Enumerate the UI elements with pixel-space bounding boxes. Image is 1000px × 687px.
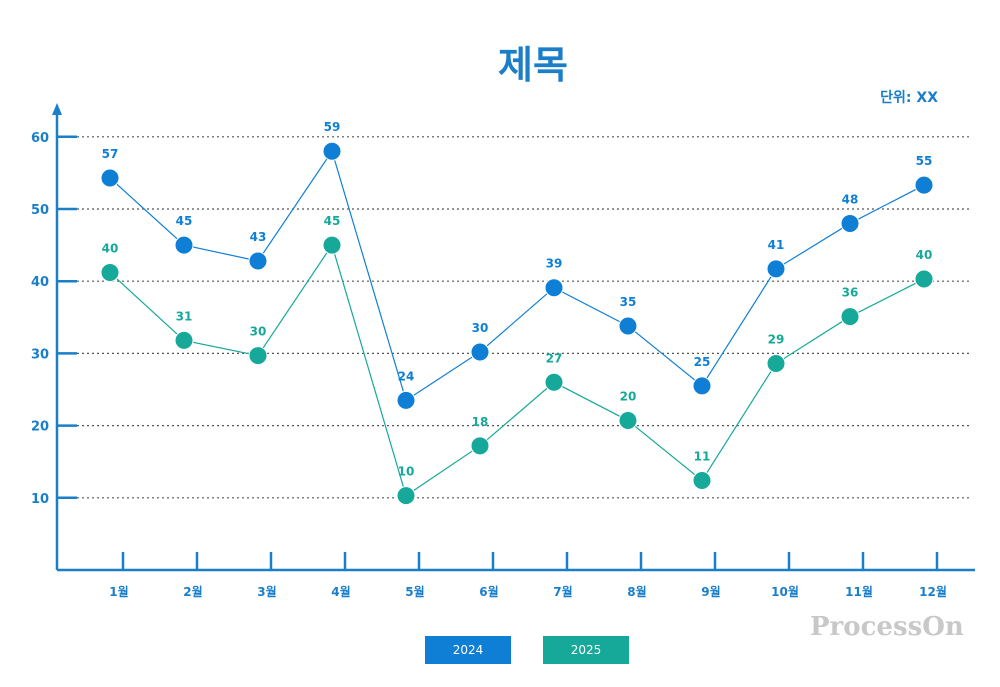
data-point-2024 (100, 168, 120, 188)
x-tick-label: 7월 (553, 584, 572, 599)
y-tick-label: 50 (31, 203, 49, 218)
x-tick-label: 8월 (627, 584, 646, 599)
data-label-2024: 25 (694, 355, 711, 369)
x-tick-label: 4월 (331, 584, 350, 599)
data-label-2024: 55 (916, 154, 933, 168)
watermark: ProcessOn (810, 612, 964, 642)
data-point-2024 (174, 235, 194, 255)
data-point-2025 (840, 307, 860, 327)
data-point-2024 (470, 342, 490, 362)
x-tick-label: 11월 (845, 584, 873, 599)
legend-item-2024: 2024 (425, 636, 511, 664)
data-label-2024: 48 (842, 192, 859, 206)
data-label-2024: 57 (102, 147, 119, 161)
data-point-2025 (692, 470, 712, 490)
data-label-2024: 39 (546, 257, 563, 271)
x-tick-label: 12월 (919, 584, 947, 599)
data-point-2025 (248, 346, 268, 366)
data-point-2025 (914, 269, 934, 289)
data-point-2025 (766, 354, 786, 374)
data-point-2024 (322, 141, 342, 161)
data-label-2024: 43 (250, 230, 267, 244)
data-label-2025: 45 (324, 214, 341, 228)
data-point-2025 (544, 372, 564, 392)
data-label-2025: 10 (398, 465, 415, 479)
y-tick-label: 60 (31, 131, 49, 146)
data-label-2025: 30 (250, 325, 267, 339)
data-label-2025: 18 (472, 415, 489, 429)
data-label-2024: 30 (472, 321, 489, 335)
data-label-2025: 20 (620, 390, 637, 404)
data-label-2024: 41 (768, 238, 785, 252)
data-label-2025: 27 (546, 351, 563, 365)
data-point-2025 (174, 330, 194, 350)
data-point-2025 (322, 235, 342, 255)
x-tick-label: 2월 (183, 584, 202, 599)
data-label-2025: 40 (102, 242, 119, 256)
data-point-2025 (470, 436, 490, 456)
data-label-2024: 24 (398, 369, 415, 383)
data-label-2024: 45 (176, 214, 193, 228)
chart-title: 제목 (498, 43, 568, 87)
y-tick-label: 10 (31, 492, 49, 507)
data-point-2024 (544, 278, 564, 298)
data-label-2025: 29 (768, 333, 785, 347)
x-tick-label: 6월 (479, 584, 498, 599)
unit-label: 단위: XX (880, 90, 938, 106)
data-label-2024: 59 (324, 120, 341, 134)
x-tick-label: 10월 (771, 584, 799, 599)
series-line-2024 (109, 149, 925, 402)
data-point-2024 (692, 376, 712, 396)
x-tick-label: 3월 (257, 584, 276, 599)
data-point-2024 (248, 251, 268, 271)
data-point-2024 (840, 213, 860, 233)
data-point-2024 (914, 175, 934, 195)
data-label-2024: 35 (620, 295, 637, 309)
y-axis-arrow (52, 103, 62, 115)
x-tick-label: 1월 (109, 584, 128, 599)
data-point-2024 (766, 259, 786, 279)
data-point-2024 (396, 390, 416, 410)
y-tick-label: 20 (31, 420, 49, 435)
data-point-2025 (618, 411, 638, 431)
y-tick-label: 30 (31, 347, 49, 362)
data-point-2025 (100, 263, 120, 283)
series-line-2025 (109, 243, 925, 497)
x-tick-label: 9월 (701, 584, 720, 599)
legend-item-2025: 2025 (543, 636, 629, 664)
data-point-2024 (618, 316, 638, 336)
data-label-2025: 11 (694, 449, 711, 463)
data-point-2025 (396, 486, 416, 506)
data-label-2025: 40 (916, 248, 933, 262)
x-tick-label: 5월 (405, 584, 424, 599)
y-tick-label: 40 (31, 275, 49, 290)
data-label-2025: 36 (842, 286, 859, 300)
data-label-2025: 31 (176, 309, 193, 323)
